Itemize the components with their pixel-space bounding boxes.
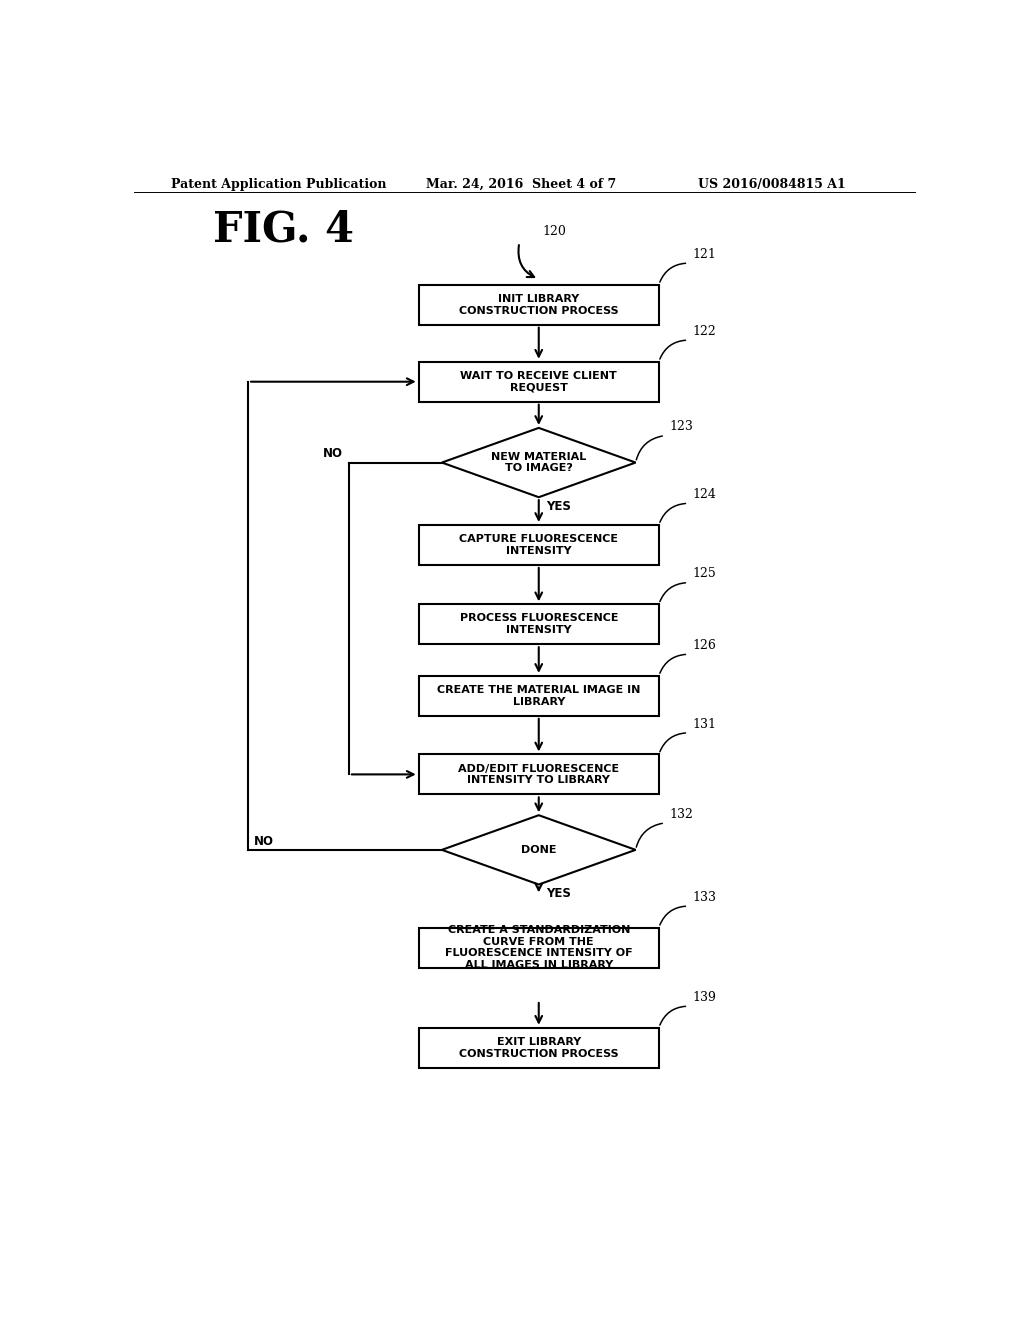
Text: 125: 125 (692, 568, 716, 581)
Text: 133: 133 (692, 891, 716, 904)
Text: CREATE A STANDARDIZATION
CURVE FROM THE
FLUORESCENCE INTENSITY OF
ALL IMAGES IN : CREATE A STANDARDIZATION CURVE FROM THE … (445, 925, 633, 970)
Text: 124: 124 (692, 488, 716, 502)
Text: 123: 123 (669, 420, 693, 433)
Text: NEW MATERIAL
TO IMAGE?: NEW MATERIAL TO IMAGE? (492, 451, 587, 474)
Polygon shape (442, 816, 636, 884)
Text: NO: NO (323, 447, 343, 461)
Text: 126: 126 (692, 639, 716, 652)
FancyBboxPatch shape (419, 755, 658, 795)
Text: 131: 131 (692, 718, 716, 730)
Text: 122: 122 (692, 325, 716, 338)
Text: YES: YES (547, 887, 571, 900)
Text: WAIT TO RECEIVE CLIENT
REQUEST: WAIT TO RECEIVE CLIENT REQUEST (461, 371, 617, 392)
FancyBboxPatch shape (419, 605, 658, 644)
Text: 121: 121 (692, 248, 716, 261)
Text: CAPTURE FLUORESCENCE
INTENSITY: CAPTURE FLUORESCENCE INTENSITY (459, 535, 618, 556)
FancyBboxPatch shape (419, 285, 658, 325)
Text: US 2016/0084815 A1: US 2016/0084815 A1 (697, 178, 846, 190)
Text: Mar. 24, 2016  Sheet 4 of 7: Mar. 24, 2016 Sheet 4 of 7 (426, 178, 616, 190)
Text: Patent Application Publication: Patent Application Publication (171, 178, 386, 190)
Text: 132: 132 (669, 808, 693, 821)
Text: YES: YES (547, 499, 571, 512)
Polygon shape (442, 428, 636, 498)
FancyBboxPatch shape (419, 676, 658, 715)
Text: DONE: DONE (521, 845, 556, 855)
Text: CREATE THE MATERIAL IMAGE IN
LIBRARY: CREATE THE MATERIAL IMAGE IN LIBRARY (437, 685, 640, 706)
FancyBboxPatch shape (419, 525, 658, 565)
Text: INIT LIBRARY
CONSTRUCTION PROCESS: INIT LIBRARY CONSTRUCTION PROCESS (459, 294, 618, 315)
Text: FIG. 4: FIG. 4 (213, 209, 354, 251)
Text: 139: 139 (692, 991, 716, 1005)
Text: EXIT LIBRARY
CONSTRUCTION PROCESS: EXIT LIBRARY CONSTRUCTION PROCESS (459, 1038, 618, 1059)
FancyBboxPatch shape (419, 1028, 658, 1068)
Text: ADD/EDIT FLUORESCENCE
INTENSITY TO LIBRARY: ADD/EDIT FLUORESCENCE INTENSITY TO LIBRA… (458, 763, 620, 785)
Text: PROCESS FLUORESCENCE
INTENSITY: PROCESS FLUORESCENCE INTENSITY (460, 614, 618, 635)
FancyBboxPatch shape (419, 362, 658, 401)
Text: 120: 120 (543, 226, 566, 239)
Text: NO: NO (254, 834, 274, 847)
FancyBboxPatch shape (419, 928, 658, 968)
